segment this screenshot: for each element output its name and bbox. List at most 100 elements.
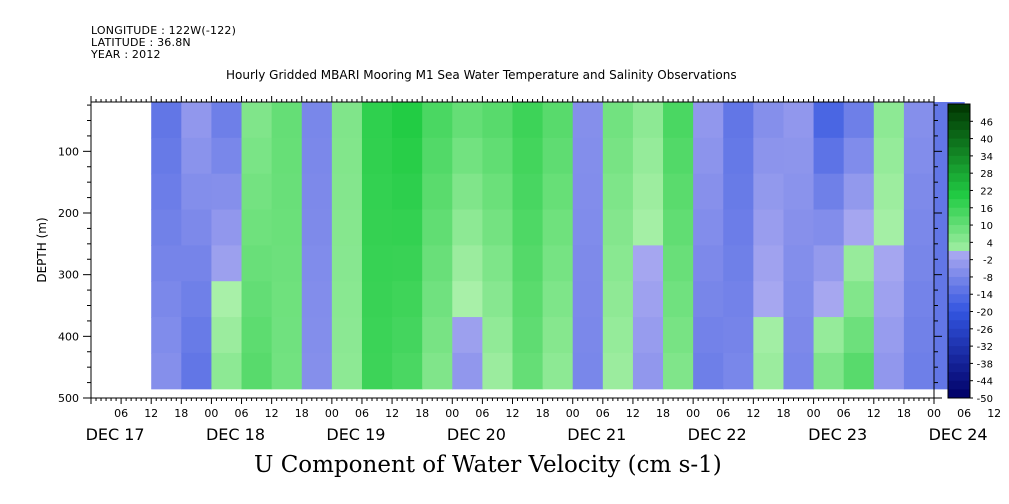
- heatmap-cell: [392, 137, 423, 175]
- x-hour-tick-label: 18: [777, 407, 791, 420]
- x-hour-tick-label: 12: [746, 407, 760, 420]
- x-hour-tick-label: 18: [656, 407, 670, 420]
- heatmap-cell: [663, 317, 694, 354]
- heatmap-cell: [271, 102, 303, 139]
- heatmap-cell: [512, 317, 544, 354]
- heatmap-cell: [783, 137, 815, 175]
- heatmap-cell: [542, 102, 574, 139]
- colorbar-band: [948, 320, 970, 330]
- y-tick-label: 500: [58, 392, 79, 405]
- heatmap-cell: [422, 102, 453, 139]
- heatmap-cell: [482, 317, 514, 354]
- heatmap-cell: [542, 352, 574, 390]
- heatmap-cell: [422, 173, 453, 211]
- heatmap-cell: [843, 209, 875, 246]
- heatmap-cell: [331, 209, 363, 246]
- x-hour-tick-label: 00: [807, 407, 821, 420]
- heatmap-cell: [693, 317, 724, 354]
- colorbar-band: [948, 380, 970, 390]
- heatmap-cell: [241, 102, 273, 139]
- heatmap-cell: [392, 209, 423, 246]
- heatmap-cell: [512, 137, 544, 175]
- heatmap-cell: [151, 317, 182, 354]
- heatmap-cell: [151, 173, 182, 211]
- heatmap-cell: [813, 102, 845, 139]
- x-hour-tick-label: 06: [475, 407, 489, 420]
- colorbar-band: [948, 112, 970, 122]
- heatmap-cell: [452, 245, 483, 282]
- heatmap-cell: [361, 173, 393, 211]
- heatmap-cell: [542, 281, 574, 318]
- x-hour-tick-label: 18: [174, 407, 188, 420]
- heatmap-cell: [211, 102, 243, 139]
- heatmap-cell: [843, 245, 875, 282]
- heatmap-cell: [632, 317, 664, 354]
- heatmap-cell: [241, 352, 273, 390]
- heatmap-cell: [693, 102, 724, 139]
- heatmap-cell: [512, 281, 544, 318]
- heatmap-cell: [723, 352, 754, 390]
- heatmap-cell: [422, 245, 453, 282]
- heatmap-cell: [271, 209, 303, 246]
- heatmap-cell: [723, 173, 754, 211]
- heatmap-cell: [301, 281, 333, 318]
- heatmap-cell: [211, 317, 243, 354]
- colorbar-band: [948, 207, 970, 217]
- heatmap-cell: [903, 137, 935, 175]
- heatmap-cell: [813, 173, 845, 211]
- heatmap-cell: [181, 352, 213, 390]
- colorbar-tick-label: 4: [987, 238, 993, 249]
- x-day-label: DEC 24: [929, 425, 988, 444]
- heatmap-cell: [361, 209, 393, 246]
- heatmap-cell: [422, 209, 453, 246]
- x-day-label: DEC 21: [567, 425, 626, 444]
- x-hour-tick-label: 18: [295, 407, 309, 420]
- heatmap-cell: [753, 245, 785, 282]
- chart-caption: U Component of Water Velocity (cm s-1): [254, 452, 722, 478]
- x-hour-tick-label: 00: [686, 407, 700, 420]
- heatmap-cell: [211, 137, 243, 175]
- y-tick-label: 300: [58, 269, 79, 282]
- colorbar-band: [948, 181, 970, 191]
- heatmap-cell: [271, 173, 303, 211]
- heatmap-cell: [392, 352, 423, 390]
- heatmap-cell: [873, 245, 905, 282]
- heatmap-cell: [723, 245, 754, 282]
- heatmap-cell: [602, 209, 634, 246]
- heatmap-cell: [602, 102, 634, 139]
- heatmap-cell: [572, 137, 604, 175]
- heatmap-cell: [301, 137, 333, 175]
- heatmap-cell: [331, 102, 363, 139]
- heatmap-cell: [753, 281, 785, 318]
- heatmap-cell: [542, 137, 574, 175]
- heatmap-cell: [331, 352, 363, 390]
- heatmap-cell: [663, 352, 694, 390]
- heatmap-cell: [753, 137, 785, 175]
- x-hour-tick-label: 12: [385, 407, 399, 420]
- heatmap-cell: [903, 317, 935, 354]
- heatmap-cell: [663, 281, 694, 318]
- heatmap-cell: [181, 137, 213, 175]
- heatmap-cell: [361, 102, 393, 139]
- colorbar-band: [948, 199, 970, 209]
- heatmap-cell: [903, 352, 935, 390]
- heatmap-cell: [903, 209, 935, 246]
- heatmap-cell: [663, 173, 694, 211]
- heatmap-cell: [392, 281, 423, 318]
- heatmap-cell: [873, 317, 905, 354]
- heatmap-cell: [813, 245, 845, 282]
- colorbar-tick-label: -38: [977, 359, 993, 370]
- x-hour-tick-label: 18: [897, 407, 911, 420]
- colorbar-band: [948, 328, 970, 338]
- heatmap-cell: [693, 137, 724, 175]
- colorbar-band: [948, 225, 970, 235]
- heatmap-cell: [181, 209, 213, 246]
- heatmap-cell: [512, 245, 544, 282]
- x-hour-tick-label: 12: [265, 407, 279, 420]
- heatmap-cell: [241, 209, 273, 246]
- heatmap-cell: [211, 352, 243, 390]
- heatmap-cell: [271, 352, 303, 390]
- heatmap-cell: [422, 317, 453, 354]
- x-hour-tick-label: 06: [355, 407, 369, 420]
